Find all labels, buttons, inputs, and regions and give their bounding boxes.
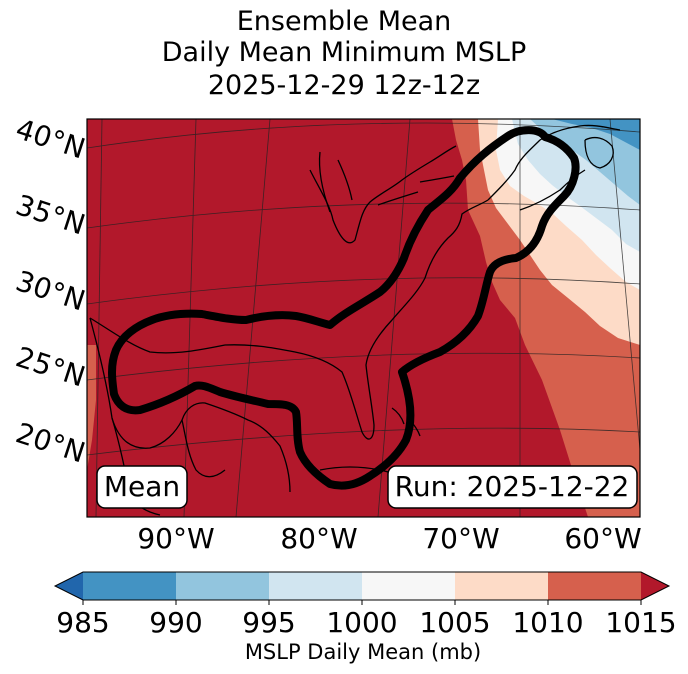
colorbar-bin [548,572,642,600]
colorbar-bin [269,572,363,600]
colorbar-bin [176,572,270,600]
colorbar-tick-label: 1000 [326,606,397,639]
lat-label-30: 30°N [12,264,89,317]
colorbar-tick-label: 985 [56,606,109,639]
lake-michigan [318,151,353,213]
mean-label: Mean [104,470,180,503]
yucatan [181,419,226,478]
colorbar-tick-label: 1010 [512,606,583,639]
map-frame [86,118,641,518]
mean-box [96,465,188,509]
colorbar-label: MSLP Daily Mean (mb) [245,640,481,664]
colorbar-over-arrow [641,572,669,600]
colorbar-tick-label: 1005 [419,606,490,639]
canada-coast [487,124,621,201]
colorbar-under-arrow [55,572,83,600]
mexico-coast [89,317,291,493]
gulf-coast [89,199,489,440]
lake-ontario [419,175,455,183]
field-sw-1010-1015 [87,345,96,470]
colorbar-bin [362,572,456,600]
colorbar-tick-label: 1015 [605,606,676,639]
lat-label-35: 35°N [12,188,89,241]
map-field [87,119,640,517]
lon-label-60w: 60°W [564,522,641,555]
colorbar-bin [455,572,549,600]
lon-label-80w: 80°W [280,522,357,555]
contour-outline [108,126,580,490]
title-line-1: Ensemble Mean [236,6,452,37]
run-box [387,465,638,509]
lat-label-40: 40°N [12,112,89,165]
lat-label-25: 25°N [12,340,89,393]
title-line-3: 2025-12-29 12z-12z [207,70,481,101]
great-lakes [309,145,457,244]
field-985-990 [552,119,640,150]
lon-label-90w: 90°W [137,522,214,555]
colorbar: 985 990 995 1000 1005 1010 1015 [53,571,677,639]
lake-erie [377,191,419,206]
title-line-2: Daily Mean Minimum MSLP [161,37,527,68]
colorbar-bin [83,572,177,600]
colorbar-tick-label: 990 [149,606,202,639]
newfoundland [584,136,614,169]
graticule [87,119,640,517]
run-label: Run: 2025-12-22 [395,470,630,503]
colorbar-tick-label: 995 [242,606,295,639]
lon-label-70w: 70°W [422,522,499,555]
lat-label-20: 20°N [12,416,89,469]
